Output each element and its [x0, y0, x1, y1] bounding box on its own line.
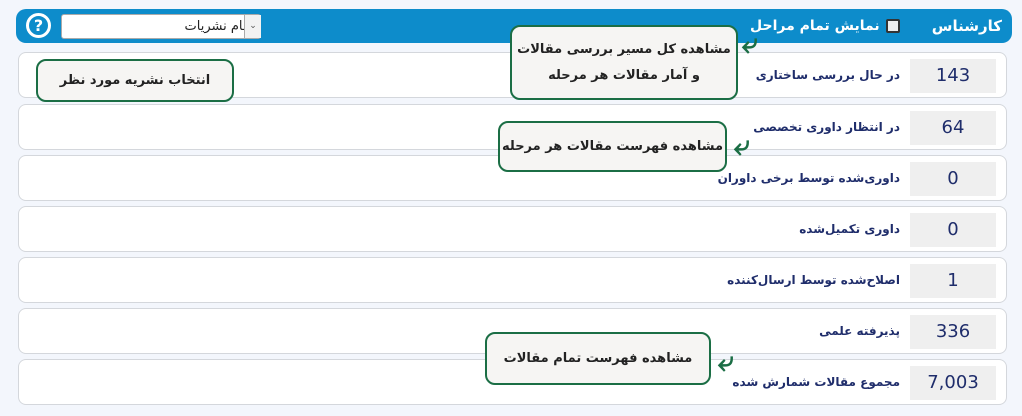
callout-stage-list: مشاهده فهرست مقالات هر مرحله — [498, 121, 727, 172]
curved-arrow-icon: ⤶ — [742, 27, 758, 60]
show-all-checkbox[interactable] — [885, 19, 900, 33]
stage-count[interactable]: 64 — [910, 111, 996, 145]
callout-path-line2: و آمار مقالات هر مرحله — [548, 67, 700, 83]
stage-label: در انتظار داوری تخصصی — [753, 120, 900, 134]
total-count[interactable]: 7,003 — [910, 366, 996, 400]
stage-count[interactable]: 1 — [910, 264, 996, 298]
stage-label: پذیرفته علمی — [819, 324, 900, 338]
journal-select[interactable]: تمام نشریات ⌄ — [61, 14, 261, 39]
stage-count[interactable]: 143 — [910, 59, 996, 93]
show-all-stages[interactable]: نمایش تمام مراحل — [750, 14, 900, 38]
expert-label: کارشناس — [931, 17, 1002, 35]
curved-arrow-icon: ⤶ — [718, 345, 734, 378]
stage-label: داوری تکمیل‌شده — [799, 222, 900, 236]
callout-path: مشاهده کل مسیر بررسی مقالات و آمار مقالات… — [510, 25, 738, 100]
callout-select-journal: انتخاب نشریه مورد نظر — [36, 59, 234, 102]
stage-count[interactable]: 0 — [910, 213, 996, 247]
callout-all-list: مشاهده فهرست تمام مقالات — [485, 332, 711, 385]
stage-count[interactable]: 336 — [910, 315, 996, 349]
callout-path-line1: مشاهده کل مسیر بررسی مقالات — [517, 41, 731, 57]
total-label: مجموع مقالات شمارش شده — [732, 375, 900, 389]
stage-row[interactable]: 1 اصلاح‌شده توسط ارسال‌کننده — [18, 257, 1007, 303]
stage-label: در حال بررسی ساختاری — [755, 68, 900, 82]
show-all-label: نمایش تمام مراحل — [750, 18, 880, 34]
stage-row[interactable]: 0 داوری تکمیل‌شده — [18, 206, 1007, 252]
stage-label: داوری‌شده توسط برخی داوران — [717, 171, 900, 185]
curved-arrow-icon: ⤶ — [734, 129, 750, 162]
question-circle-icon[interactable]: ? — [26, 13, 51, 38]
chevron-down-icon[interactable]: ⌄ — [244, 15, 261, 38]
journal-select-value: تمام نشریات — [184, 19, 254, 34]
stage-label: اصلاح‌شده توسط ارسال‌کننده — [727, 273, 900, 287]
stage-count[interactable]: 0 — [910, 162, 996, 196]
